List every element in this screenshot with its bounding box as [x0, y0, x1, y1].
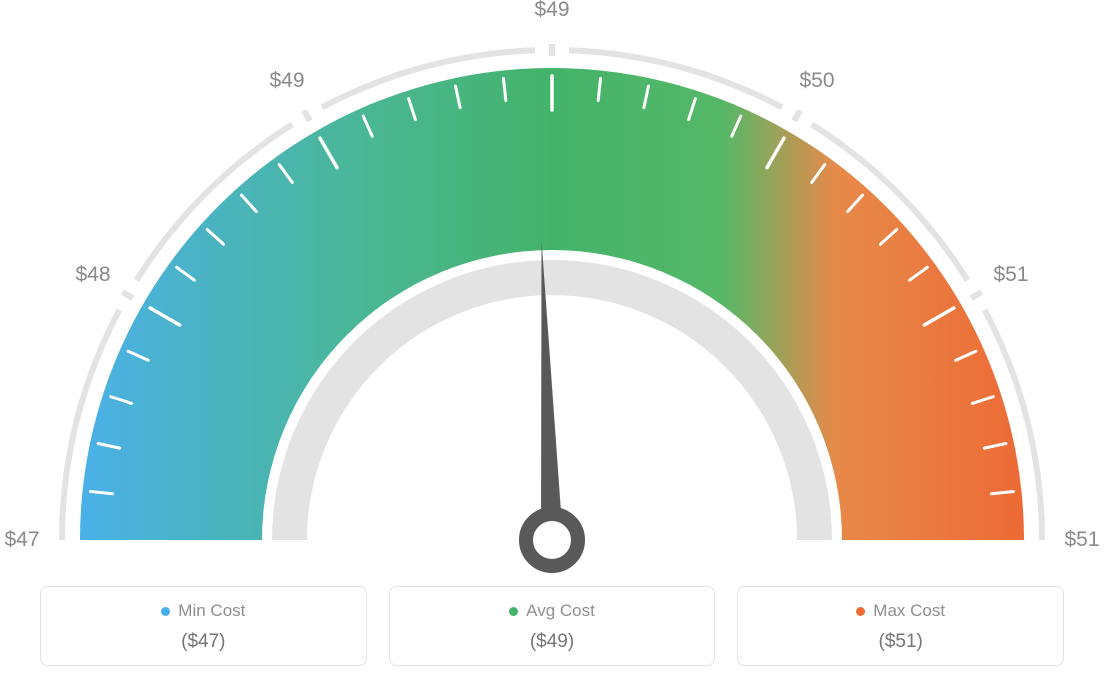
legend-value: ($49) — [400, 631, 705, 653]
cost-gauge: $47 $48 $49 $49 $50 $51 $51 — [0, 0, 1104, 580]
legend-label-row: Min Cost — [161, 601, 245, 621]
legend-card: Avg Cost ($49) — [389, 586, 716, 666]
legend-value: ($47) — [51, 631, 356, 653]
gauge-tick-label: $48 — [75, 263, 110, 287]
legend-label-row: Max Cost — [856, 601, 945, 621]
legend-card: Min Cost ($47) — [40, 586, 367, 666]
gauge-tick-label: $49 — [269, 69, 304, 93]
gauge-tick-label: $51 — [993, 263, 1028, 287]
legend-card: Max Cost ($51) — [737, 586, 1064, 666]
legend-row: Min Cost ($47) Avg Cost ($49) Max Cost ($51) — [40, 586, 1064, 666]
legend-dot-icon — [856, 607, 865, 616]
legend-label-row: Avg Cost — [509, 601, 595, 621]
legend-label: Avg Cost — [526, 601, 595, 621]
gauge-tick-label: $49 — [534, 0, 569, 22]
legend-value: ($51) — [748, 631, 1053, 653]
gauge-svg — [0, 0, 1104, 580]
legend-dot-icon — [509, 607, 518, 616]
gauge-tick-label: $51 — [1064, 528, 1099, 552]
legend-dot-icon — [161, 607, 170, 616]
legend-label: Max Cost — [873, 601, 945, 621]
gauge-tick-label: $50 — [799, 69, 834, 93]
legend-label: Min Cost — [178, 601, 245, 621]
gauge-tick-label: $47 — [4, 528, 39, 552]
